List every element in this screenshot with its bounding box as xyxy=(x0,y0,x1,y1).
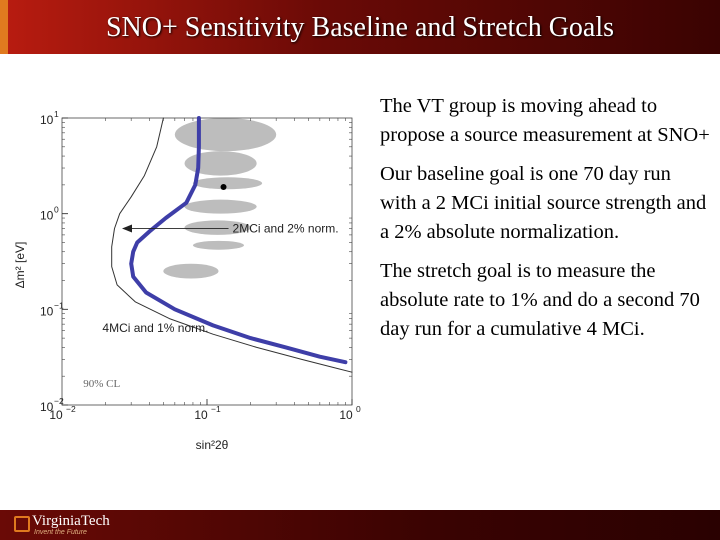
sensitivity-curve-2mci xyxy=(129,116,348,365)
y-tick-exponent-1: 0 xyxy=(54,205,59,215)
paragraph-1: The VT group is moving ahead to propose … xyxy=(380,95,710,146)
x-axis-label: sin²2θ xyxy=(196,438,229,452)
y-tick-label-3: 10 xyxy=(40,400,54,414)
excluded-region-0 xyxy=(174,118,277,152)
x-tick-exponent-0: −2 xyxy=(66,404,76,414)
y-tick-label-0: 10 xyxy=(40,113,54,127)
y-tick-exponent-0: 1 xyxy=(54,109,59,119)
data-point-0 xyxy=(220,183,227,190)
footer-bar: VirginiaTech Invent the Future xyxy=(0,510,720,540)
y-tick-exponent-3: −2 xyxy=(54,396,64,406)
vt-logo-mark-icon xyxy=(14,516,30,532)
excluded-region-6 xyxy=(163,263,219,279)
annotation-2mci: 2MCi and 2% norm. xyxy=(233,221,339,235)
sensitivity-curve-4mci xyxy=(111,117,353,373)
x-tick-label-2: 10 xyxy=(339,408,353,422)
y-tick-label-1: 10 xyxy=(40,209,54,223)
excluded-region-3 xyxy=(184,199,257,214)
title-bar-accent xyxy=(0,0,8,54)
virginia-tech-logo: VirginiaTech Invent the Future xyxy=(8,512,128,538)
y-tick-label-2: 10 xyxy=(40,304,54,318)
excluded-region-4 xyxy=(184,220,251,235)
annotation-confidence-level: 90% CL xyxy=(83,378,120,390)
x-tick-exponent-2: 0 xyxy=(356,404,361,414)
annotation-4mci: 4MCi and 1% norm. xyxy=(102,321,208,335)
logo-tagline: Invent the Future xyxy=(34,529,87,536)
y-tick-exponent-2: −1 xyxy=(54,300,64,310)
excluded-region-5 xyxy=(192,240,245,250)
annotation-arrowhead xyxy=(122,224,132,233)
excluded-region-1 xyxy=(184,151,257,176)
logo-text: VirginiaTech xyxy=(32,513,110,529)
text-column: The VT group is moving ahead to propose … xyxy=(380,92,710,354)
page-title: SNO+ Sensitivity Baseline and Stretch Go… xyxy=(105,12,615,43)
x-tick-label-1: 10 xyxy=(194,408,208,422)
y-axis-label: Δm² [eV] xyxy=(13,242,27,289)
paragraph-3: The stretch goal is to measure the absol… xyxy=(380,260,700,340)
x-tick-exponent-1: −1 xyxy=(211,404,221,414)
excluded-region-2 xyxy=(192,177,263,190)
x-tick-label-0: 10 xyxy=(49,408,63,422)
title-bar: SNO+ Sensitivity Baseline and Stretch Go… xyxy=(0,0,720,54)
paragraph-2: Our baseline goal is one 70 day run with… xyxy=(380,163,707,243)
